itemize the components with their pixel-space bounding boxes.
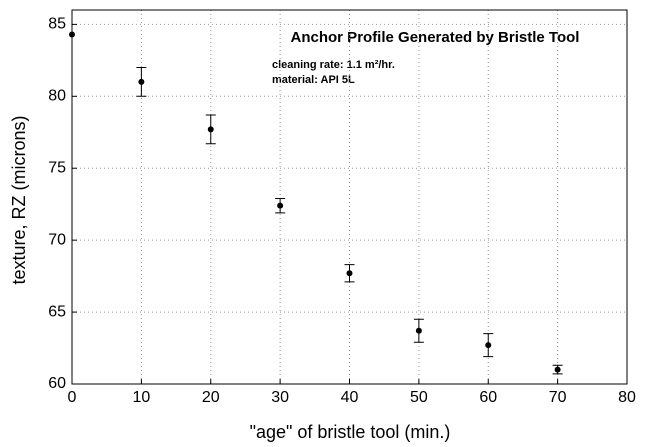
x-tick-label: 0 bbox=[68, 389, 77, 406]
x-tick-label: 40 bbox=[341, 389, 359, 406]
y-axis-label: texture, RZ (microns) bbox=[9, 115, 29, 284]
x-tick-label: 80 bbox=[618, 389, 636, 406]
point bbox=[277, 202, 284, 209]
y-tick-label: 85 bbox=[48, 16, 66, 33]
y-tick-label: 80 bbox=[48, 88, 66, 105]
point bbox=[554, 366, 561, 373]
annotation: cleaning rate: 1.1 m²/hr. bbox=[272, 59, 395, 71]
x-tick-label: 20 bbox=[202, 389, 220, 406]
point bbox=[138, 78, 145, 85]
annotation: material: API 5L bbox=[272, 74, 355, 86]
x-tick-label: 60 bbox=[479, 389, 497, 406]
x-tick-label: 10 bbox=[132, 389, 150, 406]
x-axis-label: "age" of bristle tool (min.) bbox=[250, 422, 451, 442]
point bbox=[69, 31, 75, 38]
x-tick-label: 30 bbox=[271, 389, 289, 406]
chart-title: Anchor Profile Generated by Bristle Tool bbox=[291, 29, 580, 46]
point bbox=[485, 342, 492, 349]
x-tick-label: 70 bbox=[549, 389, 567, 406]
y-tick-label: 75 bbox=[48, 159, 66, 176]
y-tick-label: 65 bbox=[48, 303, 66, 320]
point bbox=[207, 126, 214, 133]
y-tick-label: 70 bbox=[48, 231, 66, 248]
point bbox=[415, 327, 422, 334]
point bbox=[346, 270, 353, 277]
x-tick-label: 50 bbox=[410, 389, 428, 406]
y-tick-label: 60 bbox=[48, 375, 66, 392]
plot-frame bbox=[71, 9, 628, 385]
